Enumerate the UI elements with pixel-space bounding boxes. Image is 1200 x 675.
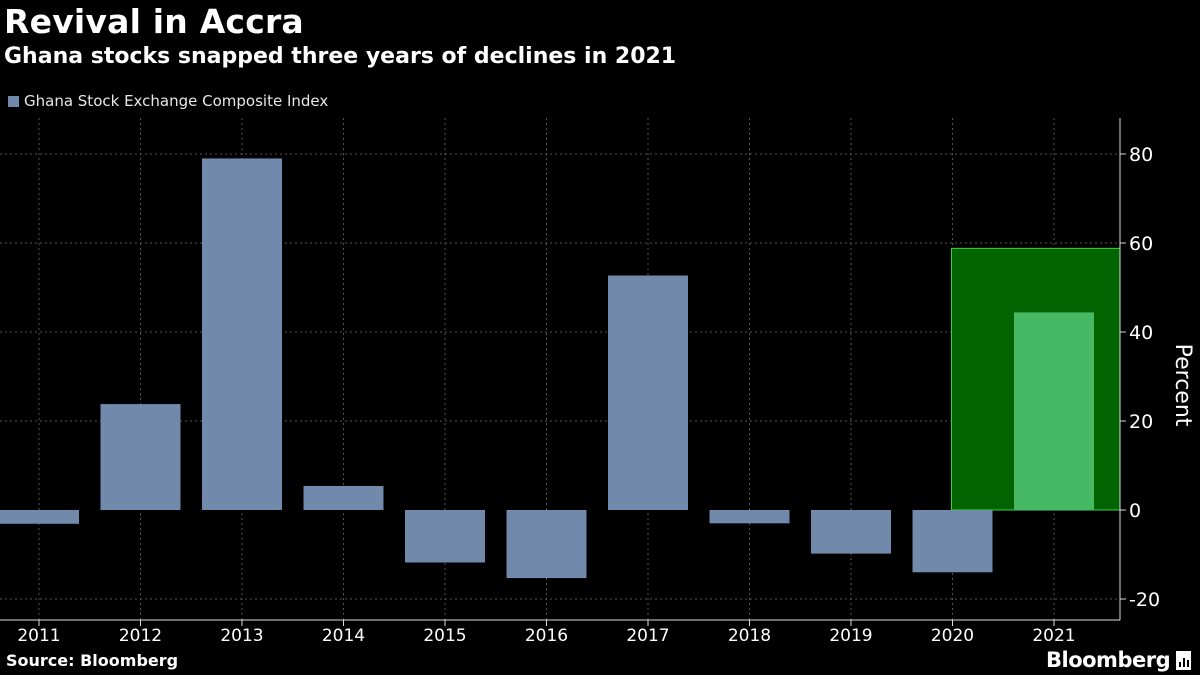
bar-2012 bbox=[100, 404, 181, 510]
y-tick-label: 60 bbox=[1129, 233, 1153, 255]
bar-2013 bbox=[202, 158, 282, 510]
y-tick-label: 40 bbox=[1129, 322, 1153, 344]
bloomberg-wordmark: Bloomberg bbox=[1046, 648, 1171, 672]
bar-2017 bbox=[608, 275, 688, 510]
legend-swatch bbox=[8, 95, 19, 107]
x-tick-label: 2019 bbox=[829, 626, 872, 646]
y-tick-label: 0 bbox=[1129, 500, 1141, 522]
x-tick-label: 2011 bbox=[17, 626, 60, 646]
bar-2020 bbox=[912, 510, 993, 573]
legend-label: Ghana Stock Exchange Composite Index bbox=[24, 92, 329, 110]
chart-legend: Ghana Stock Exchange Composite Index bbox=[8, 92, 328, 110]
y-tick-label: -20 bbox=[1129, 589, 1160, 611]
bar-2011 bbox=[0, 510, 79, 524]
x-tick-label: 2015 bbox=[423, 626, 466, 646]
y-axis-title: Percent bbox=[1170, 344, 1195, 427]
x-tick-label: 2017 bbox=[626, 626, 669, 646]
x-tick-label: 2020 bbox=[931, 626, 974, 646]
x-tick-label: 2016 bbox=[525, 626, 568, 646]
x-tick-label: 2021 bbox=[1032, 626, 1075, 646]
y-tick-label: 20 bbox=[1129, 411, 1153, 433]
chart-title: Revival in Accra bbox=[4, 2, 304, 41]
x-tick-label: 2018 bbox=[728, 626, 771, 646]
chart-subtitle: Ghana stocks snapped three years of decl… bbox=[4, 44, 677, 69]
x-tick-label: 2014 bbox=[322, 626, 365, 646]
bar-2015 bbox=[405, 510, 485, 563]
bar-2016 bbox=[506, 510, 587, 579]
source-note: Source: Bloomberg bbox=[6, 651, 179, 670]
bloomberg-badge-icon bbox=[1176, 650, 1192, 670]
bar-2019 bbox=[811, 510, 891, 554]
bar-2018 bbox=[709, 510, 790, 524]
bar-2021 bbox=[1014, 312, 1094, 510]
y-tick-label: 80 bbox=[1129, 144, 1153, 166]
x-tick-label: 2012 bbox=[119, 626, 162, 646]
bloomberg-logo: Bloomberg bbox=[1046, 648, 1192, 672]
x-tick-label: 2013 bbox=[220, 626, 263, 646]
bar-2014 bbox=[303, 485, 384, 510]
